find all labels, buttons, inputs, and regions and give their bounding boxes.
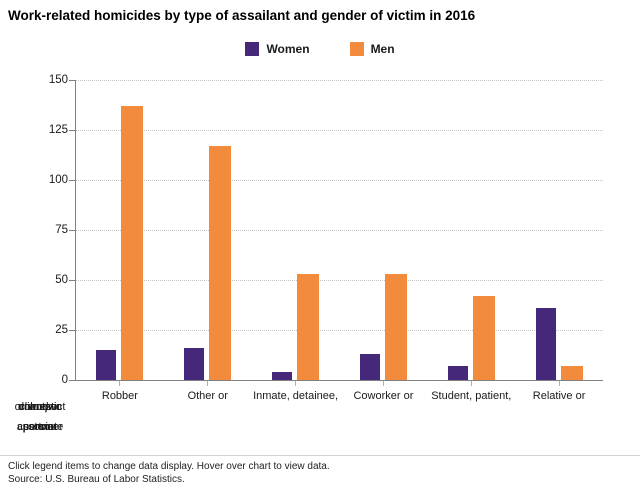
gridline-25	[76, 330, 603, 331]
bar-men-relative-or[interactable]	[560, 366, 583, 380]
gridline-50	[76, 280, 603, 281]
bar-women-other-or[interactable]	[184, 348, 205, 380]
y-tick-mark-100	[69, 179, 75, 181]
clipped-label-fragment: customer	[17, 421, 63, 433]
bar-women-student-patient[interactable]	[447, 366, 468, 380]
y-tick-label-100: 100	[48, 174, 68, 186]
footer-hint-text: Click legend items to change data displa…	[8, 461, 330, 472]
legend-item-men[interactable]: Men	[349, 42, 395, 56]
y-tick-mark-150	[69, 79, 75, 81]
x-axis-label-student-patient: Student, patient,	[431, 390, 512, 402]
y-tick-mark-50	[69, 279, 75, 281]
legend-label-men: Men	[370, 42, 395, 56]
x-tick-mark-inmate-detainee	[295, 381, 297, 386]
footer-divider	[0, 455, 640, 456]
gridline-75	[76, 230, 603, 231]
y-tick-label-50: 50	[55, 274, 68, 286]
footer-source-text: Source: U.S. Bureau of Labor Statistics.	[8, 474, 185, 485]
clipped-label-fragment: partner	[22, 421, 58, 433]
clipped-label-fragment: associate	[16, 421, 64, 433]
clipped-label-fragment: work	[28, 401, 52, 413]
clipped-axis-labels-row2: person associate customer partner	[0, 421, 80, 435]
clipped-label-fragment: person	[23, 421, 57, 433]
legend-item-women[interactable]: Women	[245, 42, 310, 56]
y-tick-label-150: 150	[48, 74, 68, 86]
bar-women-relative-or[interactable]	[535, 308, 556, 380]
y-tick-label-125: 125	[48, 124, 68, 136]
y-tick-label-0: 0	[61, 374, 68, 386]
y-tick-mark-25	[69, 329, 75, 331]
bar-women-coworker-or[interactable]	[359, 354, 380, 380]
men-color-swatch-icon	[349, 42, 364, 56]
page-title: Work-related homicides by type of assail…	[8, 8, 476, 23]
x-tick-mark-other-or	[207, 381, 209, 386]
clipped-axis-labels-row1: unknown or suspect work client, or domestic	[0, 401, 80, 415]
bar-men-other-or[interactable]	[209, 146, 232, 380]
bar-men-inmate-detainee[interactable]	[297, 274, 320, 380]
y-tick-mark-75	[69, 229, 75, 231]
x-tick-mark-robber	[119, 381, 121, 386]
gridline-100	[76, 180, 603, 181]
bar-men-coworker-or[interactable]	[384, 274, 407, 380]
clipped-label-fragment: or suspect	[14, 401, 66, 413]
bar-men-student-patient[interactable]	[472, 296, 495, 380]
y-tick-mark-0	[69, 379, 75, 381]
chart-legend: Women Men	[0, 42, 640, 56]
clipped-label-fragment: unknown	[17, 401, 63, 413]
x-tick-mark-coworker-or	[382, 381, 384, 386]
x-axis-label-relative-or: Relative or	[532, 390, 586, 402]
x-axis-label-other-or: Other or	[187, 390, 228, 402]
y-tick-label-75: 75	[55, 224, 68, 236]
y-tick-label-25: 25	[55, 324, 68, 336]
gridline-125	[76, 130, 603, 131]
bar-men-robber[interactable]	[121, 106, 144, 380]
chart-plot-area: 0 25 50 75 100 125 150 Robber Other or Inmate, de…	[49, 74, 603, 402]
x-tick-mark-relative-or	[558, 381, 560, 386]
x-tick-mark-student-patient	[470, 381, 472, 386]
y-tick-mark-125	[69, 129, 75, 131]
women-color-swatch-icon	[245, 42, 260, 56]
legend-label-women: Women	[266, 42, 310, 56]
x-axis-label-coworker-or: Coworker or	[353, 390, 414, 402]
clipped-label-fragment: domestic	[17, 401, 63, 413]
gridline-150	[76, 80, 603, 81]
clipped-label-fragment: client, or	[19, 401, 61, 413]
bar-women-robber[interactable]	[96, 350, 117, 380]
bar-women-inmate-detainee[interactable]	[272, 372, 293, 380]
x-axis-label-robber: Robber	[101, 390, 138, 402]
x-axis-label-inmate-detainee: Inmate, detainee,	[253, 390, 339, 402]
